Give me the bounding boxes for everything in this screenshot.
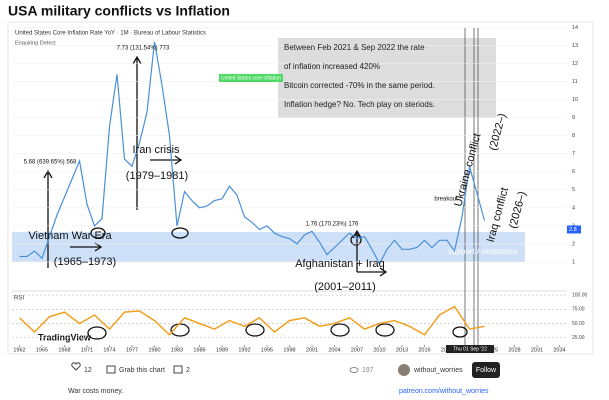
y-tick-label: 13: [572, 43, 578, 49]
dip-circle: [452, 326, 468, 338]
x-tick-label: 1965: [36, 347, 48, 353]
annotation: 1.76 (170.23%) 176: [306, 222, 359, 228]
y-tick-label: 7: [572, 151, 575, 157]
dip-circle: [245, 323, 265, 337]
x-tick-label: 1980: [148, 347, 160, 353]
x-tick-label: 1974: [103, 347, 115, 353]
x-tick-label: 1968: [58, 347, 70, 353]
callout-line: Inflation hedge? No. Tech play on sterio…: [284, 100, 435, 109]
arrow-head: [43, 169, 53, 179]
x-tick-label: 1962: [13, 347, 25, 353]
last-value-tag: [567, 225, 581, 234]
post-bar: 12 Grab this chart 2 197 without_worries…: [68, 362, 500, 395]
y-tick-label: 5: [572, 187, 575, 193]
x-tick-label: 1995: [261, 347, 273, 353]
arrow-head: [94, 242, 103, 252]
x-tick-label: 2010: [373, 347, 385, 353]
y-tick-label: 75.00: [572, 307, 585, 313]
series-tag: [219, 74, 283, 82]
link[interactable]: patreon.com/without_worries: [399, 388, 489, 395]
author[interactable]: without_worries: [413, 367, 463, 374]
comment-count[interactable]: 2: [186, 367, 190, 374]
x-tick-label: 1992: [238, 347, 250, 353]
y-tick-label: 12: [572, 61, 578, 67]
arrow-head: [132, 55, 142, 65]
annotation: (2001–2011): [314, 281, 376, 293]
y-tick-label: 25.00: [572, 335, 585, 341]
follow-button[interactable]: [472, 362, 500, 378]
x-tick-label: 2028: [508, 347, 520, 353]
like-icon[interactable]: [71, 362, 81, 371]
annotation: 7.73 (131.54%) 773: [117, 46, 170, 52]
callout-line: Bitcoin corrected -70% in the same perio…: [284, 81, 435, 90]
series-line: [18, 305, 485, 336]
arrow-head: [379, 267, 388, 277]
dip-circle: [90, 227, 106, 239]
arrow-head: [174, 155, 183, 165]
x-tick-label: 1989: [216, 347, 228, 353]
dip-circle: [87, 326, 107, 340]
y-tick-label: 2: [572, 241, 575, 247]
y-tick-label: 11: [572, 79, 578, 85]
dip-circle: [375, 323, 395, 337]
x-tick-label: 1998: [283, 347, 295, 353]
annotation: breakout: [434, 197, 458, 203]
post-title: USA military conflicts vs Inflation: [8, 3, 230, 19]
y-tick-label: 14: [572, 25, 578, 31]
y-tick-label: 6: [572, 169, 575, 175]
x-tick-label: 1983: [171, 347, 183, 353]
callout-line: Between Feb 2021 & Sep 2022 the rate: [284, 43, 425, 52]
annotation: Vietnam War Era: [28, 230, 112, 242]
series-tag-label: United States core inflation: [221, 75, 281, 81]
x-tick-label: 2004: [328, 347, 340, 353]
chart-subtitle: Enquiring Detect: [15, 40, 56, 46]
callout-box: [278, 38, 496, 118]
grab-chart[interactable]: Grab this chart: [119, 367, 165, 374]
x-tick-label: 2013: [396, 347, 408, 353]
view-icon: [349, 367, 359, 373]
y-tick-label: 4: [572, 205, 575, 211]
x-tick-label: 1977: [126, 347, 138, 353]
annotation: Afghanistan + Iraq: [295, 258, 385, 270]
avatar[interactable]: [398, 364, 410, 376]
annotation: Thu 01 Sep '22: [453, 346, 487, 352]
chart-title: United States Core Inflation Rate YoY · …: [15, 31, 206, 37]
last-value-label: 2.8: [569, 227, 577, 233]
y-tick-label: 9: [572, 115, 575, 121]
callout-line: of inflation increased 420%: [284, 62, 380, 71]
dip-circle: [171, 227, 189, 239]
annotation: Iran crisis: [132, 144, 180, 156]
y-tick-label: 8: [572, 133, 575, 139]
annotation: support / resistance: [448, 247, 518, 256]
grab-icon[interactable]: [106, 365, 116, 374]
series-line: [19, 41, 486, 266]
x-tick-label: 1971: [81, 347, 93, 353]
dip-circle: [330, 323, 350, 337]
dip-circle: [350, 234, 362, 246]
x-tick-label: 2007: [351, 347, 363, 353]
y-tick-label: 50.00: [572, 321, 585, 327]
date-tag: [446, 345, 494, 353]
follow-label[interactable]: Follow: [476, 367, 497, 374]
comment-icon[interactable]: [173, 365, 183, 374]
x-tick-label: 2016: [418, 347, 430, 353]
x-tick-label: 2034: [553, 347, 565, 353]
rsi-title: RSI: [14, 296, 24, 302]
caption: War costs money.: [68, 388, 123, 395]
y-tick-label: 1: [572, 259, 575, 265]
annotation: (1979–1981): [126, 170, 188, 182]
annotation: 5.68 (639.65%) 568: [24, 160, 77, 166]
drawings: [43, 55, 468, 340]
y-tick-label: 10: [572, 97, 578, 103]
y-tick-label: 100.00: [572, 292, 588, 298]
annotation: (1965–1973): [54, 256, 116, 268]
x-tick-label: 2031: [531, 347, 543, 353]
view-count: 197: [362, 367, 374, 374]
x-tick-label: 2001: [306, 347, 318, 353]
x-tick-label: 1986: [193, 347, 205, 353]
like-count[interactable]: 12: [84, 367, 92, 374]
